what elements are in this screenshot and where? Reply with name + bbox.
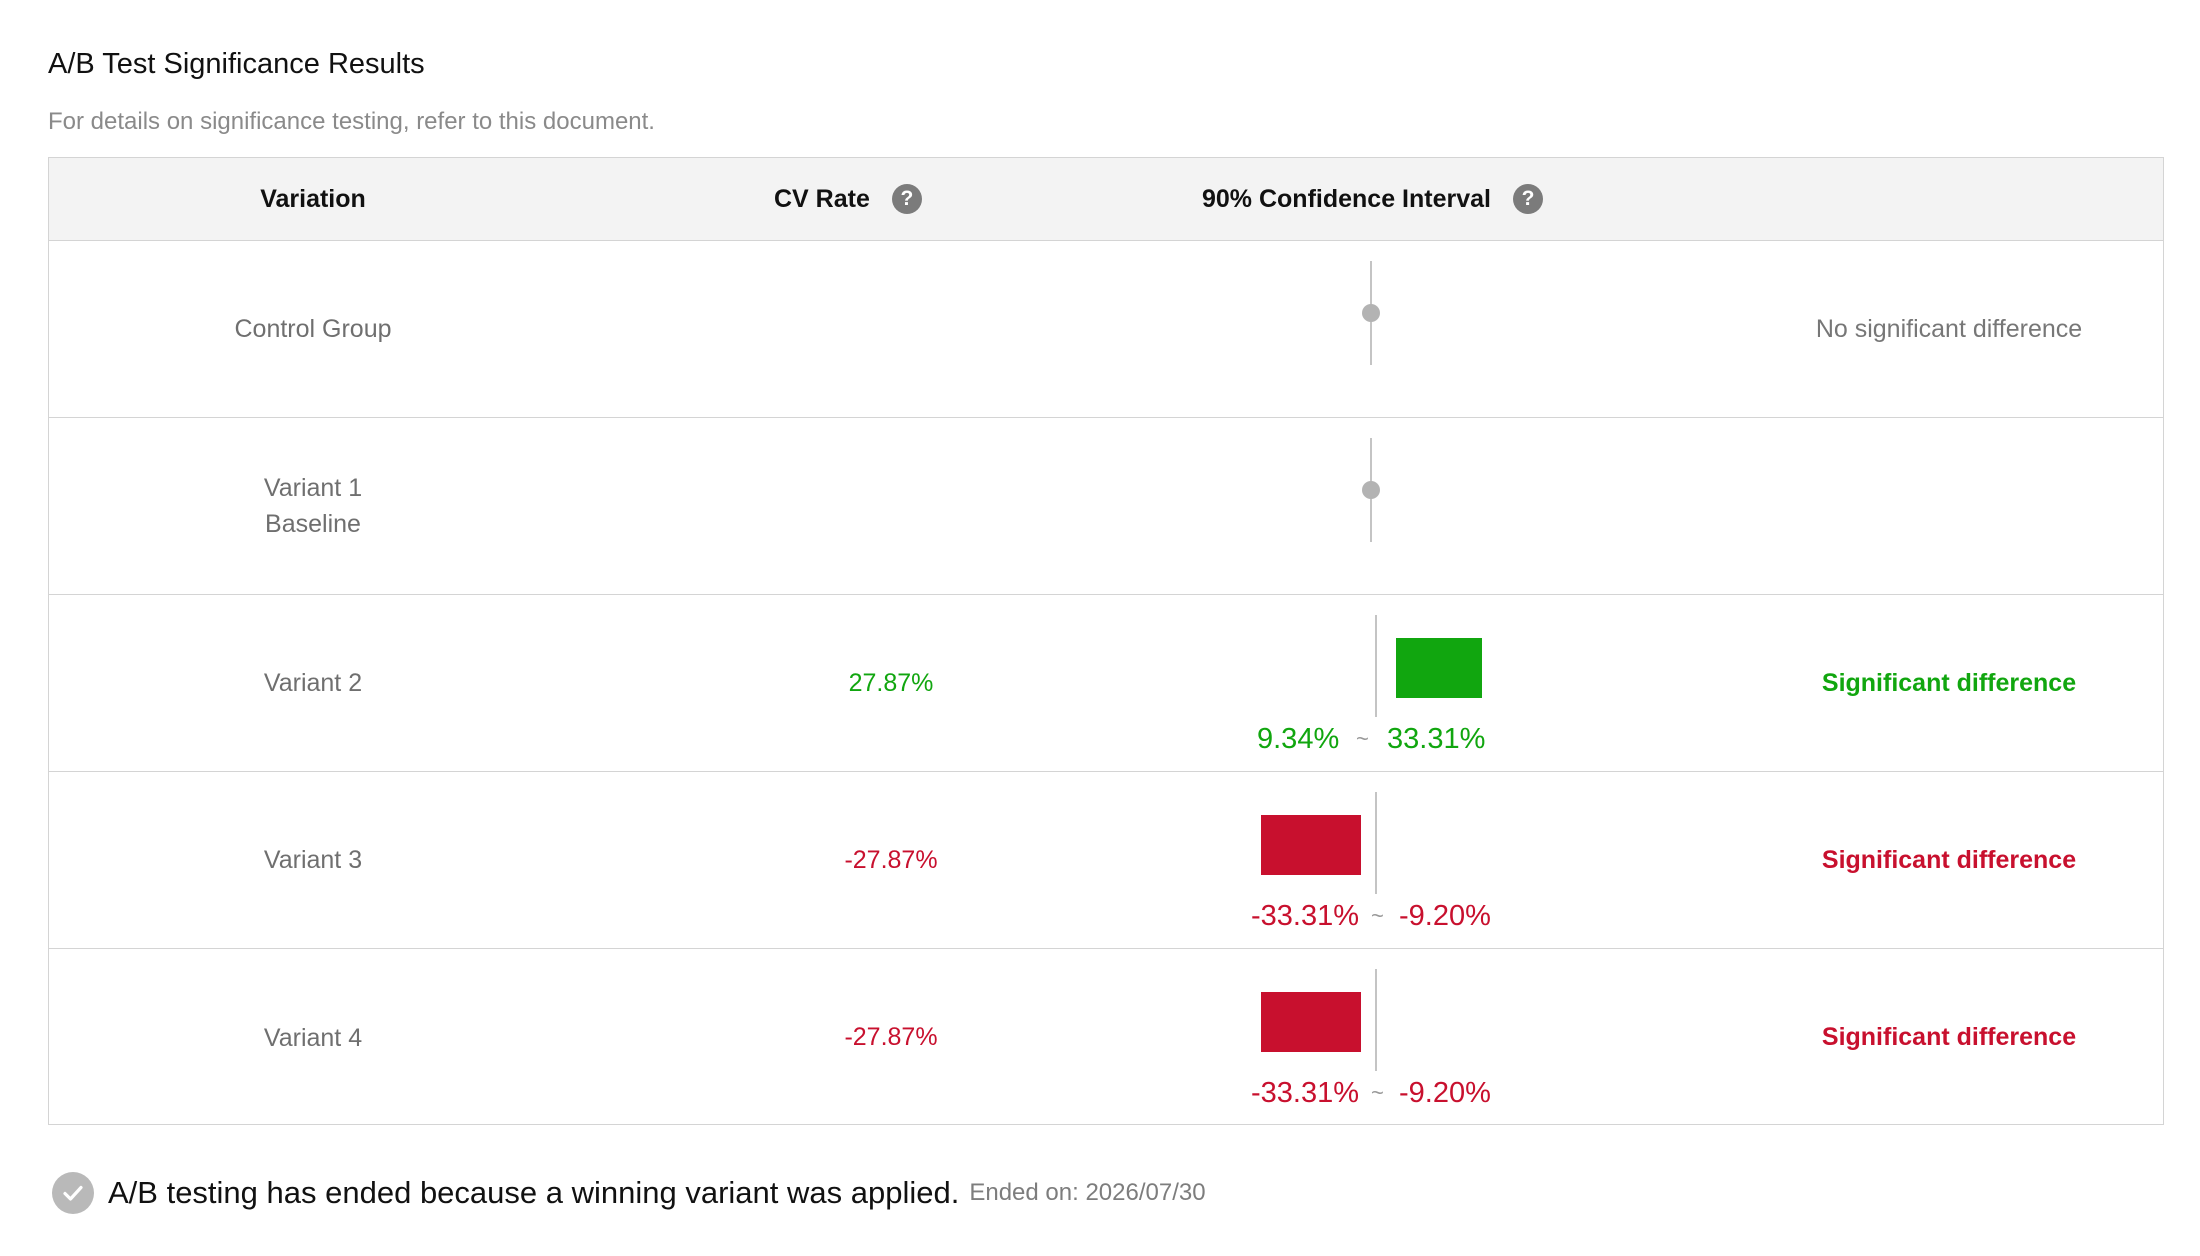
header-cv-rate-label: CV Rate bbox=[774, 184, 870, 213]
significance-status: Significant difference bbox=[1821, 668, 2077, 697]
ci-separator: ~ bbox=[1371, 1080, 1384, 1105]
baseline-label: Baseline bbox=[265, 510, 361, 538]
cv-rate-value: -27.87% bbox=[844, 845, 938, 874]
cv-rate-help-icon[interactable]: ? bbox=[891, 184, 922, 214]
ci-point-marker bbox=[1362, 481, 1380, 499]
header-variation: Variation bbox=[260, 184, 366, 213]
ci-high-value: -9.20% bbox=[1399, 900, 1491, 932]
table-row: Variant 4 -27.87% -33.31% ~ -9.20% Signi… bbox=[49, 949, 2163, 1126]
ci-zero-line bbox=[1375, 792, 1377, 894]
ci-bar-negative bbox=[1261, 992, 1361, 1052]
confidence-interval-chart bbox=[49, 241, 2163, 417]
cv-rate-value: 27.87% bbox=[848, 668, 934, 697]
significance-status: No significant difference bbox=[1815, 314, 2083, 343]
variation-name: Variant 1 Baseline bbox=[49, 418, 577, 594]
variation-name: Variant 4 bbox=[49, 949, 577, 1126]
ci-separator: ~ bbox=[1371, 903, 1384, 928]
confidence-interval-chart: 9.34% ~ 33.31% bbox=[49, 595, 2163, 771]
confidence-interval-chart: -33.31% ~ -9.20% bbox=[49, 949, 2163, 1126]
ci-low-value: -33.31% bbox=[1251, 900, 1360, 932]
significance-status: Significant difference bbox=[1821, 1023, 2077, 1051]
ci-low-value: -33.31% bbox=[1251, 1077, 1360, 1109]
table-row: Variant 3 -27.87% -33.31% ~ -9.20% Signi… bbox=[49, 772, 2163, 949]
check-circle-icon bbox=[52, 1172, 94, 1214]
header-confidence-interval-label: 90% Confidence Interval bbox=[1202, 184, 1491, 213]
confidence-interval-chart bbox=[49, 418, 2163, 594]
confidence-interval-help-icon[interactable]: ? bbox=[1512, 184, 1543, 214]
ci-high-value: -9.20% bbox=[1399, 1077, 1491, 1109]
variation-name: Variant 3 bbox=[49, 772, 577, 948]
page-title: A/B Test Significance Results bbox=[48, 48, 425, 80]
variation-name: Control Group bbox=[49, 241, 577, 417]
table-row: Variant 2 27.87% 9.34% ~ 33.31% Signific… bbox=[49, 595, 2163, 772]
test-ended-message: A/B testing has ended because a winning … bbox=[108, 1175, 960, 1210]
variation-label: Variant 3 bbox=[263, 846, 363, 874]
ci-bar-positive bbox=[1396, 638, 1482, 698]
ci-bar-negative bbox=[1261, 815, 1361, 875]
results-table: Variation CV Rate ? 90% Confidence Inter… bbox=[48, 157, 2164, 1125]
variation-label: Variant 4 bbox=[263, 1023, 363, 1052]
significance-status: Significant difference bbox=[1821, 845, 2077, 874]
ci-point-marker bbox=[1362, 304, 1380, 322]
ci-low-value: 9.34% bbox=[1257, 723, 1340, 755]
ci-zero-line bbox=[1375, 615, 1377, 717]
ci-zero-line bbox=[1375, 969, 1377, 1071]
table-row: Variant 1 Baseline bbox=[49, 418, 2163, 595]
significance-doc-link[interactable]: For details on significance testing, ref… bbox=[48, 108, 655, 135]
header-confidence-interval: 90% Confidence Interval ? bbox=[1202, 158, 1543, 240]
page-subtitle: For details on significance testing, ref… bbox=[48, 108, 655, 136]
ci-high-value: 33.31% bbox=[1387, 723, 1486, 755]
table-header: Variation CV Rate ? 90% Confidence Inter… bbox=[49, 158, 2163, 241]
cv-rate-value: -27.87% bbox=[844, 1023, 938, 1051]
confidence-interval-chart: -33.31% ~ -9.20% bbox=[49, 772, 2163, 948]
table-row: Control Group No significant difference bbox=[49, 241, 2163, 418]
variation-label: Variant 1 bbox=[263, 474, 363, 502]
ended-date: Ended on: 2026/07/30 bbox=[969, 1179, 1206, 1206]
header-cv-rate: CV Rate ? bbox=[774, 158, 922, 240]
ci-separator: ~ bbox=[1356, 726, 1369, 751]
variation-label: Variant 2 bbox=[263, 669, 363, 697]
variation-label: Control Group bbox=[234, 315, 392, 343]
variation-name: Variant 2 bbox=[49, 595, 577, 771]
test-ended-notice: A/B testing has ended because a winning … bbox=[52, 1172, 1206, 1214]
